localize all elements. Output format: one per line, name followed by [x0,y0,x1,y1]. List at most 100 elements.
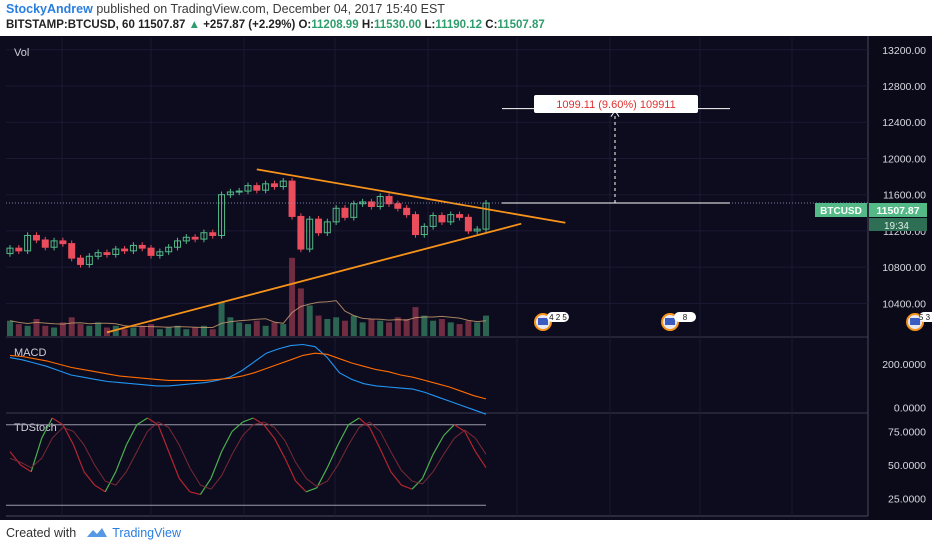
candle-body [173,240,181,248]
stoch-d-line [9,421,487,490]
symbol-tag-label: BTCUSD [820,206,862,217]
volume-bar [262,325,269,336]
candle-body [182,236,190,242]
stoch-k-segment [295,480,307,493]
stoch-k-segment [115,444,127,472]
last-price: 11507.87 [138,19,186,31]
price-axis-panel [868,36,932,520]
author-link[interactable]: StockyAndrew [6,2,93,16]
volume-bar [430,320,437,336]
stoch-k-segment [9,451,22,466]
volume-bar [130,327,137,336]
candle-body [59,240,67,245]
candle-body [200,232,208,240]
stoch-k-segment [51,417,64,426]
candle-body [32,234,40,241]
tradingview-brand[interactable]: TradingView [112,526,181,540]
price-tick-label: 10400.00 [882,298,926,310]
candle-body [147,247,155,256]
last-price-tag-label: 11507.87 [876,205,919,217]
volume-bar [24,325,31,336]
candle-body [165,246,173,253]
volume-ma-line [9,300,487,328]
event-count-badge [919,312,932,322]
candle-body [6,247,14,255]
volume-bar [412,307,419,336]
symbol-label: BITSTAMP:BTCUSD, 60 [6,19,135,31]
stoch-k-segment [358,417,371,428]
volume-bar [271,322,278,336]
candle-body [306,218,314,250]
flag-icon [665,318,676,325]
candle-body [315,218,323,234]
volume-bar [386,322,393,336]
measure-label-box [534,95,698,113]
stoch-k-segment [252,417,265,426]
volume-bar [86,325,93,336]
publish-info: published on TradingView.com, December 0… [96,2,445,16]
high-value: 11530.00 [373,19,422,31]
stoch-tick-label: 50.0000 [888,460,926,472]
candle-body [244,185,252,192]
stoch-k-segment [337,424,350,446]
stoch-k-segment [263,424,275,439]
candle-body [138,244,146,249]
candle-body [103,252,111,255]
up-arrow-icon: ▲ [188,19,200,31]
stoch-k-segment [20,464,32,473]
macd-line [9,343,487,415]
stoch-k-segment [231,421,244,432]
volume-bar [403,319,410,336]
high-label: H: [361,19,374,31]
volume-bar [174,325,181,336]
volume-bar [280,324,287,336]
trendline [106,222,522,334]
candle-body [456,214,464,218]
close-label: C: [485,19,498,31]
candle-body [50,240,58,248]
tdstoch-title: TDStoch [14,422,57,434]
candle-body [332,207,340,223]
candle-body [403,207,411,216]
stoch-k-segment [474,451,487,469]
volume-bar [350,315,357,336]
price-tick-label: 11600.00 [883,190,926,202]
volume-bar [341,320,348,336]
stoch-k-segment [273,437,286,459]
candle-body [297,215,305,250]
signal-line [9,352,487,400]
candle-body [226,191,234,196]
stoch-k-segment [316,467,328,489]
candle-body [129,244,137,252]
volume-bar [200,325,207,336]
chart-background [0,36,932,520]
last-price-tag [869,203,927,217]
stoch-tick-label: 25.0000 [888,494,926,506]
stoch-k-segment [390,471,402,486]
volume-bar [7,320,13,336]
stoch-k-segment [411,477,423,490]
created-with-label: Created with [6,526,77,540]
candle-body [218,194,226,236]
candle-body [288,180,296,217]
volume-bar [306,305,313,336]
macd-title: MACD [14,347,46,359]
price-tick-label: 13200.00 [882,45,926,57]
stoch-k-segment [284,458,297,482]
chart-canvas[interactable]: 12:00312:00412:00512:00612:0010400.00108… [0,36,932,520]
candle-body [262,183,270,191]
open-label: O: [298,19,312,31]
stoch-k-segment [136,417,148,426]
volume-bar [139,325,146,336]
publish-line: StockyAndrew published on TradingView.co… [6,2,445,16]
trendline [256,168,566,224]
candle-body [41,239,49,248]
stoch-k-segment [401,484,413,490]
volume-bar [227,317,234,336]
stoch-k-segment [83,471,96,486]
volume-bar [447,322,454,336]
candle-body [385,196,393,205]
stoch-k-segment [210,451,223,479]
stoch-k-segment [369,427,381,450]
candle-body [350,203,358,218]
